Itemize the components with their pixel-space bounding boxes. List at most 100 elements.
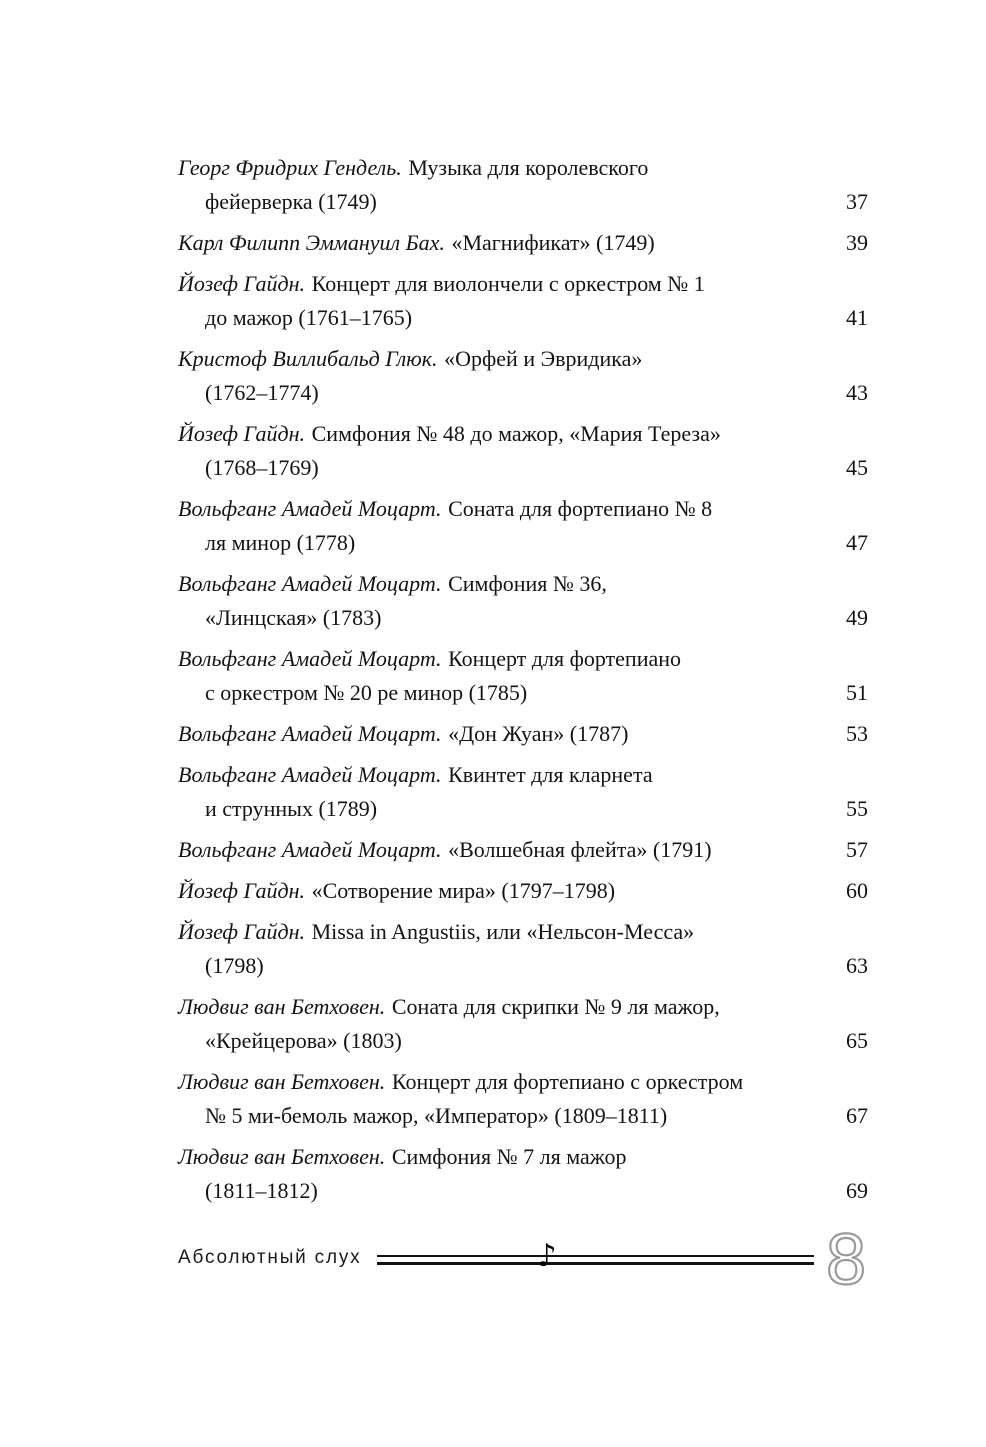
entry-author: Вольфганг Амадей Моцарт.: [178, 571, 442, 596]
entry-page-number: 57: [846, 837, 868, 862]
entry-line: ля минор (1778) 47: [178, 526, 868, 560]
entry-author: Вольфганг Амадей Моцарт.: [178, 762, 442, 787]
entry-line: Георг Фридрих Гендель. Музыка для королев…: [178, 151, 868, 185]
entry-line: Йозеф Гайдн. Концерт для виолончели с орк…: [178, 267, 868, 301]
entry-page-number: 55: [846, 796, 868, 821]
toc-entry: Вольфганг Амадей Моцарт. Квинтет для клар…: [178, 758, 868, 826]
toc-entry: Вольфганг Амадей Моцарт. Симфония № 36, «…: [178, 567, 868, 635]
entry-line: с оркестром № 20 ре минор (1785) 51: [178, 676, 868, 710]
entry-author: Карл Филипп Эммануил Бах.: [178, 230, 445, 255]
entry-title-continuation: (1762–1774): [205, 380, 319, 405]
entry-line: «Крейцерова» (1803) 65: [178, 1024, 868, 1058]
entry-title-continuation: (1768–1769): [205, 455, 319, 480]
entry-line: (1768–1769) 45: [178, 451, 868, 485]
entry-title-continuation: с оркестром № 20 ре минор (1785): [205, 680, 528, 705]
entry-page-number: 43: [846, 380, 868, 405]
toc-entry: Вольфганг Амадей Моцарт. «Волшебная флейт…: [178, 833, 868, 867]
entry-line: Йозеф Гайдн. Симфония № 48 до мажор, «Мар…: [178, 417, 868, 451]
entry-line: и струнных (1789) 55: [178, 792, 868, 826]
entry-title: Соната для фортепиано № 8: [448, 496, 713, 521]
running-footer-title: Абсолютный слух: [178, 1247, 362, 1268]
toc-entry: Йозеф Гайдн. Симфония № 48 до мажор, «Мар…: [178, 417, 868, 485]
entry-title: Missa in Angustiis, или «Нельсон-Месса»: [311, 919, 695, 944]
toc-entry: Йозеф Гайдн. Missa in Angustiis, или «Нел…: [178, 915, 868, 983]
entry-line: (1762–1774) 43: [178, 376, 868, 410]
entry-page-number: 53: [846, 721, 868, 746]
entry-title-continuation: ля минор (1778): [205, 530, 356, 555]
entry-page-number: 60: [846, 878, 868, 903]
toc-entry: Людвиг ван Бетховен. Концерт для фортепиа…: [178, 1065, 868, 1133]
entry-title: «Орфей и Эвридика»: [444, 346, 643, 371]
entry-line: (1811–1812) 69: [178, 1174, 868, 1208]
entry-author: Вольфганг Амадей Моцарт.: [178, 646, 442, 671]
toc-entry: Йозеф Гайдн. «Сотворение мира» (1797–1798…: [178, 874, 868, 908]
entry-title: «Сотворение мира» (1797–1798): [311, 878, 616, 903]
entry-title: Симфония № 7 ля мажор: [391, 1144, 627, 1169]
entry-page-number: 47: [846, 530, 868, 555]
entry-title-continuation: фейерверка (1749): [205, 189, 377, 214]
entry-line: Вольфганг Амадей Моцарт. Квинтет для клар…: [178, 758, 868, 792]
entry-line: Людвиг ван Бетховен. Соната для скрипки №…: [178, 990, 868, 1024]
entry-author: Вольфганг Амадей Моцарт.: [178, 837, 442, 862]
toc-entry: Людвиг ван Бетховен. Соната для скрипки №…: [178, 990, 868, 1058]
toc-entry: Георг Фридрих Гендель. Музыка для королев…: [178, 151, 868, 219]
entry-line: Вольфганг Амадей Моцарт. «Волшебная флейт…: [178, 833, 868, 867]
entry-line: Вольфганг Амадей Моцарт. Концерт для форт…: [178, 642, 868, 676]
entry-title-continuation: (1798): [205, 953, 264, 978]
entry-line: (1798) 63: [178, 949, 868, 983]
entry-author: Вольфганг Амадей Моцарт.: [178, 721, 442, 746]
entry-author: Людвиг ван Бетховен.: [178, 994, 386, 1019]
entry-line: Кристоф Виллибальд Глюк. «Орфей и Эвридик…: [178, 342, 868, 376]
entry-page-number: 63: [846, 953, 868, 978]
entry-title: Симфония № 48 до мажор, «Мария Тереза»: [311, 421, 721, 446]
footer-rule-top-line: [377, 1255, 814, 1257]
entry-title-continuation: «Линцская» (1783): [205, 605, 382, 630]
entry-line: Людвиг ван Бетховен. Симфония № 7 ля мажо…: [178, 1140, 868, 1174]
entry-line: Людвиг ван Бетховен. Концерт для фортепиа…: [178, 1065, 868, 1099]
entry-page-number: 39: [846, 230, 868, 255]
entry-title: Соната для скрипки № 9 ля мажор,: [391, 994, 720, 1019]
entry-author: Йозеф Гайдн.: [178, 878, 306, 903]
entry-title-continuation: и струнных (1789): [205, 796, 378, 821]
entry-author: Йозеф Гайдн.: [178, 919, 306, 944]
entry-title-continuation: (1811–1812): [205, 1178, 318, 1203]
toc-entry: Людвиг ван Бетховен. Симфония № 7 ля мажо…: [178, 1140, 868, 1208]
footer-rule-bottom-line: [377, 1262, 814, 1265]
entry-page-number: 65: [846, 1028, 868, 1053]
entry-line: «Линцская» (1783) 49: [178, 601, 868, 635]
entry-title: Квинтет для кларнета: [448, 762, 653, 787]
entry-title: Музыка для королевского: [408, 155, 649, 180]
footer-rule: ♪: [377, 1241, 814, 1272]
toc-entry: Вольфганг Амадей Моцарт. «Дон Жуан» (1787…: [178, 717, 868, 751]
entry-author: Георг Фридрих Гендель.: [178, 155, 402, 180]
entry-author: Кристоф Виллибальд Глюк.: [178, 346, 438, 371]
toc-entry: Кристоф Виллибальд Глюк. «Орфей и Эвридик…: [178, 342, 868, 410]
entry-title-continuation: «Крейцерова» (1803): [205, 1028, 402, 1053]
toc-entry: Йозеф Гайдн. Концерт для виолончели с орк…: [178, 267, 868, 335]
entry-line: Йозеф Гайдн. Missa in Angustiis, или «Нел…: [178, 915, 868, 949]
entry-title: «Дон Жуан» (1787): [448, 721, 629, 746]
entry-title: Концерт для фортепиано: [448, 646, 682, 671]
entry-line: Йозеф Гайдн. «Сотворение мира» (1797–1798…: [178, 874, 868, 908]
entry-author: Людвиг ван Бетховен.: [178, 1144, 386, 1169]
entry-author: Людвиг ван Бетховен.: [178, 1069, 386, 1094]
entry-page-number: 49: [846, 605, 868, 630]
entry-page-number: 67: [846, 1103, 868, 1128]
toc-entry: Вольфганг Амадей Моцарт. Соната для форте…: [178, 492, 868, 560]
entry-title: «Волшебная флейта» (1791): [448, 837, 712, 862]
entry-page-number: 69: [846, 1178, 868, 1203]
entry-title-continuation: до мажор (1761–1765): [205, 305, 413, 330]
entry-page-number: 41: [846, 305, 868, 330]
entry-page-number: 45: [846, 455, 868, 480]
entry-line: Вольфганг Амадей Моцарт. Соната для форте…: [178, 492, 868, 526]
toc-entry: Карл Филипп Эммануил Бах. «Магнификат» (1…: [178, 226, 868, 260]
entry-author: Вольфганг Амадей Моцарт.: [178, 496, 442, 521]
eighth-note-icon: ♪: [537, 1238, 557, 1274]
entry-title: Концерт для фортепиано с оркестром: [391, 1069, 744, 1094]
entry-title: «Магнификат» (1749): [451, 230, 655, 255]
entry-title: Концерт для виолончели с оркестром № 1: [311, 271, 705, 296]
entry-page-number: 37: [846, 189, 868, 214]
entry-line: фейерверка (1749) 37: [178, 185, 868, 219]
toc-entry: Вольфганг Амадей Моцарт. Концерт для форт…: [178, 642, 868, 710]
entry-line: Вольфганг Амадей Моцарт. «Дон Жуан» (1787…: [178, 717, 868, 751]
